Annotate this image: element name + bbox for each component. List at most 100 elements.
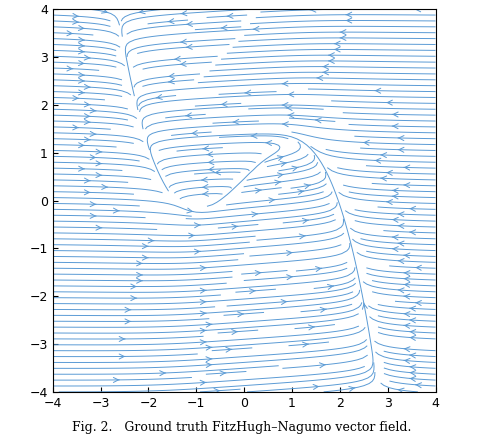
FancyArrowPatch shape xyxy=(220,371,226,376)
FancyArrowPatch shape xyxy=(398,288,404,293)
FancyArrowPatch shape xyxy=(136,272,143,277)
FancyArrowPatch shape xyxy=(398,241,404,246)
FancyArrowPatch shape xyxy=(322,64,329,69)
FancyArrowPatch shape xyxy=(232,329,238,335)
FancyArrowPatch shape xyxy=(232,224,238,229)
FancyArrowPatch shape xyxy=(181,11,187,16)
FancyArrowPatch shape xyxy=(409,206,416,211)
FancyArrowPatch shape xyxy=(415,7,421,12)
FancyArrowPatch shape xyxy=(73,19,79,24)
FancyArrowPatch shape xyxy=(287,275,293,280)
FancyArrowPatch shape xyxy=(288,92,294,97)
FancyArrowPatch shape xyxy=(404,311,410,317)
FancyArrowPatch shape xyxy=(90,108,96,113)
FancyArrowPatch shape xyxy=(131,284,137,289)
FancyArrowPatch shape xyxy=(404,294,410,299)
FancyArrowPatch shape xyxy=(375,158,381,163)
FancyArrowPatch shape xyxy=(346,18,352,23)
FancyArrowPatch shape xyxy=(214,170,221,175)
FancyArrowPatch shape xyxy=(96,149,102,154)
FancyArrowPatch shape xyxy=(195,249,200,254)
FancyArrowPatch shape xyxy=(404,358,410,364)
FancyArrowPatch shape xyxy=(255,188,261,193)
FancyArrowPatch shape xyxy=(280,162,287,166)
FancyArrowPatch shape xyxy=(189,233,195,238)
FancyArrowPatch shape xyxy=(206,363,212,367)
FancyArrowPatch shape xyxy=(168,79,174,84)
FancyArrowPatch shape xyxy=(328,58,334,64)
FancyArrowPatch shape xyxy=(136,278,143,283)
FancyArrowPatch shape xyxy=(328,284,334,290)
FancyArrowPatch shape xyxy=(78,143,85,148)
FancyArrowPatch shape xyxy=(90,155,96,160)
FancyArrowPatch shape xyxy=(319,363,326,368)
FancyArrowPatch shape xyxy=(409,371,416,375)
FancyArrowPatch shape xyxy=(392,112,398,117)
FancyArrowPatch shape xyxy=(298,190,304,194)
Text: Fig. 2.   Ground truth FitzHugh–Nagumo vector field.: Fig. 2. Ground truth FitzHugh–Nagumo vec… xyxy=(72,420,412,434)
FancyArrowPatch shape xyxy=(78,25,85,31)
FancyArrowPatch shape xyxy=(334,41,340,46)
FancyArrowPatch shape xyxy=(200,300,206,304)
FancyArrowPatch shape xyxy=(207,152,213,157)
FancyArrowPatch shape xyxy=(160,371,166,376)
FancyArrowPatch shape xyxy=(200,328,206,333)
FancyArrowPatch shape xyxy=(78,43,85,48)
FancyArrowPatch shape xyxy=(363,140,369,145)
FancyArrowPatch shape xyxy=(67,31,73,36)
FancyArrowPatch shape xyxy=(102,8,108,13)
FancyArrowPatch shape xyxy=(245,90,251,95)
FancyArrowPatch shape xyxy=(200,288,206,293)
FancyArrowPatch shape xyxy=(202,191,209,196)
FancyArrowPatch shape xyxy=(233,119,239,124)
FancyArrowPatch shape xyxy=(277,156,284,161)
FancyArrowPatch shape xyxy=(84,102,91,107)
FancyArrowPatch shape xyxy=(415,265,422,270)
FancyArrowPatch shape xyxy=(392,217,398,223)
FancyArrowPatch shape xyxy=(206,357,212,362)
FancyArrowPatch shape xyxy=(78,90,85,95)
FancyArrowPatch shape xyxy=(113,208,120,213)
FancyArrowPatch shape xyxy=(404,323,410,328)
FancyArrowPatch shape xyxy=(363,303,367,309)
FancyArrowPatch shape xyxy=(78,78,85,83)
FancyArrowPatch shape xyxy=(142,255,149,260)
FancyArrowPatch shape xyxy=(340,30,346,35)
FancyArrowPatch shape xyxy=(185,113,192,118)
FancyArrowPatch shape xyxy=(84,55,91,60)
FancyArrowPatch shape xyxy=(409,365,416,370)
FancyArrowPatch shape xyxy=(102,184,108,189)
FancyArrowPatch shape xyxy=(195,223,200,228)
FancyArrowPatch shape xyxy=(200,340,206,345)
FancyArrowPatch shape xyxy=(131,296,137,300)
FancyArrowPatch shape xyxy=(187,208,193,213)
FancyArrowPatch shape xyxy=(238,312,243,317)
FancyArrowPatch shape xyxy=(139,9,145,14)
FancyArrowPatch shape xyxy=(281,300,287,304)
FancyArrowPatch shape xyxy=(386,100,393,105)
FancyArrowPatch shape xyxy=(409,336,416,340)
FancyArrowPatch shape xyxy=(251,133,257,138)
FancyArrowPatch shape xyxy=(96,173,102,177)
FancyArrowPatch shape xyxy=(174,57,181,61)
FancyArrowPatch shape xyxy=(186,21,193,26)
FancyArrowPatch shape xyxy=(304,184,310,189)
FancyArrowPatch shape xyxy=(181,39,187,44)
FancyArrowPatch shape xyxy=(415,383,422,388)
FancyArrowPatch shape xyxy=(125,319,131,324)
FancyArrowPatch shape xyxy=(282,122,288,127)
FancyArrowPatch shape xyxy=(227,14,233,18)
FancyArrowPatch shape xyxy=(313,385,319,389)
FancyArrowPatch shape xyxy=(398,136,404,141)
FancyArrowPatch shape xyxy=(90,201,96,207)
FancyArrowPatch shape xyxy=(84,113,91,119)
FancyArrowPatch shape xyxy=(186,44,192,49)
FancyArrowPatch shape xyxy=(404,253,410,258)
FancyArrowPatch shape xyxy=(398,147,404,152)
FancyArrowPatch shape xyxy=(392,124,398,129)
FancyArrowPatch shape xyxy=(404,347,410,352)
FancyArrowPatch shape xyxy=(398,223,404,229)
FancyArrowPatch shape xyxy=(73,125,79,130)
FancyArrowPatch shape xyxy=(415,300,422,305)
FancyArrowPatch shape xyxy=(90,131,96,136)
